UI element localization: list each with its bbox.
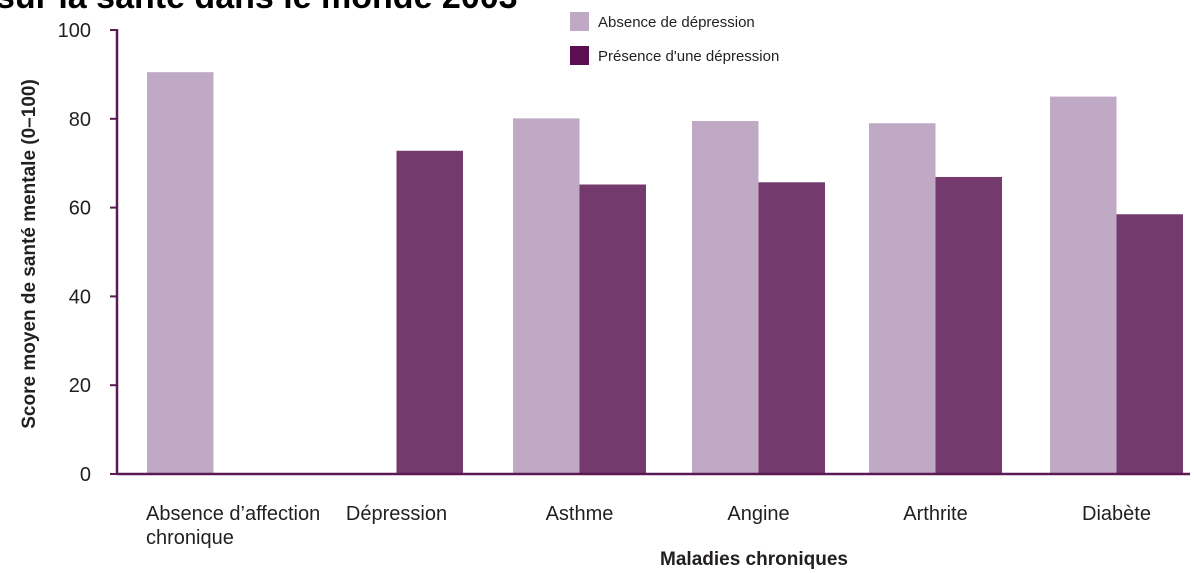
x-category-label: Absence d’affection chronique (146, 503, 320, 549)
bar-series-1-cat-5 (869, 123, 936, 475)
bar-series-2-cat-2 (396, 150, 463, 474)
y-tick-label: 0 (80, 464, 91, 486)
page-title-fragment: sur la santé dans le monde 2003 (0, 0, 518, 16)
bar-series-1-cat-3 (513, 118, 580, 474)
y-tick-label: 20 (69, 375, 91, 397)
x-category-label: Diabète (1082, 503, 1151, 525)
bar-series-1-cat-1 (147, 72, 214, 475)
legend-swatch-2 (570, 46, 589, 65)
x-category-label: Dépression (346, 503, 447, 525)
y-tick-label: 40 (69, 286, 91, 308)
legend-label-1: Absence de dépression (598, 14, 755, 31)
bar-series-2-cat-6 (1116, 214, 1183, 474)
bar-series-2-cat-4 (758, 182, 825, 475)
y-tick-label: 100 (58, 20, 91, 42)
y-tick-label: 60 (69, 198, 91, 220)
bar-series-2-cat-3 (579, 184, 646, 474)
y-axis-label: Score moyen de santé mentale (0–100) (19, 79, 40, 429)
bar-series-1-cat-4 (692, 121, 759, 475)
x-category-label: Asthme (546, 503, 614, 525)
y-ticks-group: 0 20 40 60 80 100 (58, 20, 117, 486)
x-categories-group: Absence d’affection chronique Dépression As… (146, 503, 1151, 549)
x-category-label: Arthrite (903, 503, 967, 525)
legend-label-2: Présence d'une dépression (598, 48, 779, 65)
legend: Absence de dépression Présence d'une dépr… (570, 12, 779, 65)
x-axis-label: Maladies chroniques (660, 549, 848, 570)
bar-series-2-cat-5 (935, 176, 1002, 475)
axes-group (115, 29, 1190, 476)
bars-group (147, 72, 1183, 475)
bar-series-1-cat-6 (1050, 96, 1117, 474)
y-tick-label: 80 (69, 109, 91, 131)
x-category-label: Angine (727, 503, 789, 525)
legend-swatch-1 (570, 12, 589, 31)
